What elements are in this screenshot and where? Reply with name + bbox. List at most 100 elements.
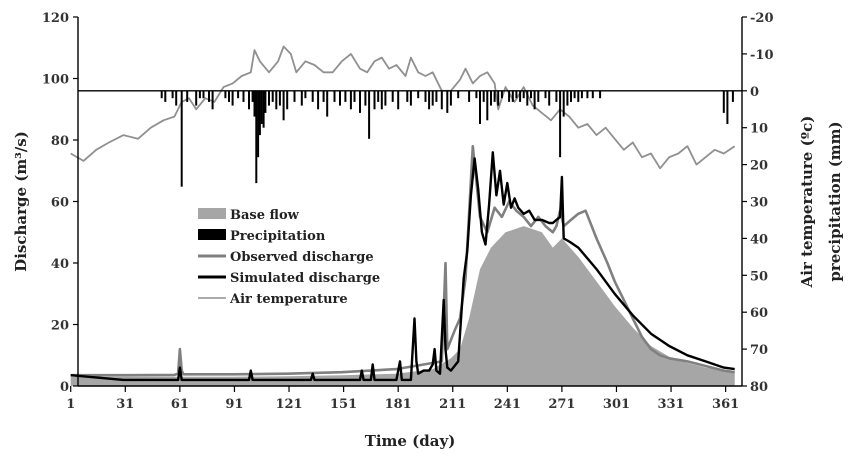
observed-discharge-line (70, 144, 735, 377)
precipitation-bar (533, 90, 536, 110)
precipitation-bar (260, 90, 263, 124)
base-flow-area (70, 226, 735, 386)
legend-label-precipitation: Precipitation (230, 229, 326, 244)
precipitation-bar (339, 90, 341, 106)
simulated-discharge-layer (70, 151, 735, 382)
precipitation-bar (409, 90, 412, 106)
precipitation-bar (548, 90, 551, 106)
precipitation-bar (237, 90, 240, 99)
axes-layer: 1 31 61 91 121 151 181 211 241 271 301 331 361 0 20 40 6… (42, 11, 774, 412)
precipitation-bar (591, 90, 594, 99)
precipitation-bar (317, 90, 320, 110)
y-tick-label: 20 (51, 319, 69, 334)
precipitation-bar (722, 90, 725, 113)
precipitation-bar (537, 90, 540, 102)
precipitation-bar (251, 90, 254, 102)
precipitation-bar (353, 90, 356, 102)
precipitation-bar (493, 90, 496, 102)
y2-tick-label: -10 (750, 48, 774, 63)
precipitation-bar (440, 90, 443, 110)
y2-axis-title-temperature: Air temperature (ºc) (798, 116, 816, 289)
y-tick-label: 120 (42, 11, 69, 26)
legend-label-base-flow: Base flow (230, 208, 300, 223)
precipitation-bar (278, 90, 281, 106)
precipitation-bar (175, 90, 178, 106)
precipitation-bar (349, 90, 352, 110)
precipitation-bar (515, 90, 518, 99)
precipitation-bar (468, 90, 471, 102)
precipitation-bar (160, 90, 163, 99)
x-tick-label: 271 (548, 397, 575, 412)
precipitation-bar (242, 90, 245, 102)
x-tick-label: 31 (116, 397, 134, 412)
precipitation-bar (428, 90, 431, 110)
precipitation-bar (286, 90, 289, 110)
y-tick-label: 60 (51, 196, 69, 211)
precipitation-bar (326, 90, 329, 117)
precipitation-bar (406, 90, 409, 102)
precipitation-bar (304, 90, 307, 99)
precipitation-bar (457, 90, 460, 99)
y-axis-title: Discharge (m³/s) (12, 131, 30, 272)
precipitation-bar (500, 90, 503, 99)
precipitation-bar (435, 90, 438, 102)
air-temperature-line (70, 45, 736, 170)
precipitation-bar (580, 90, 583, 99)
precipitation-bar (559, 90, 562, 158)
legend-label-simulated-discharge: Simulated discharge (230, 271, 380, 286)
precipitation-bar (202, 90, 205, 99)
precipitation-bar (268, 90, 270, 106)
precipitation-bar (373, 90, 376, 110)
x-tick-label: 91 (225, 397, 243, 412)
x-tick-label: 121 (275, 397, 302, 412)
precipitation-bar (424, 90, 427, 102)
precipitation-bar (526, 90, 529, 106)
precipitation-bar (731, 90, 734, 102)
precipitation-bar (508, 90, 511, 102)
y-tick-label: 80 (51, 134, 69, 149)
precipitation-bar (519, 90, 522, 102)
precipitation-bar (475, 90, 478, 99)
precipitation-bar (344, 90, 347, 102)
precipitation-bar (248, 90, 250, 110)
y2-tick-label: -20 (750, 11, 774, 26)
precipitation-bar (446, 90, 449, 113)
precipitation-bar (431, 90, 434, 106)
precipitation-bar (497, 90, 500, 106)
precipitation-bar (562, 90, 565, 117)
precipitation-bar (255, 90, 258, 184)
precipitation-bar (180, 90, 183, 187)
precipitation-bar (486, 90, 489, 121)
legend-swatch-base-flow (198, 208, 226, 219)
precipitation-bar (599, 90, 602, 99)
legend: Base flow Precipitation Observed discharge… (198, 208, 380, 307)
precipitation-bar (364, 90, 367, 106)
legend-label-observed-discharge: Observed discharge (230, 250, 374, 265)
precipitation-bar (570, 90, 572, 102)
precipitation-bar (482, 90, 485, 102)
precipitation-bar (208, 90, 210, 102)
y2-tick-label: 20 (750, 159, 768, 174)
precipitation-bar (380, 90, 383, 110)
precipitation-bar (322, 90, 325, 102)
x-tick-label: 241 (494, 397, 521, 412)
legend-swatch-precipitation (198, 229, 226, 240)
precipitation-bar (228, 90, 230, 102)
precipitation-bar (282, 90, 285, 121)
x-axis-title: Time (day) (365, 432, 456, 450)
y2-tick-label: 10 (750, 122, 768, 137)
precipitation-bar (264, 90, 267, 113)
precipitation-bar (211, 90, 214, 110)
y2-axis-title-precipitation: precipitation (mm) (826, 121, 844, 281)
precipitation-bar (333, 90, 336, 102)
y2-tick-label: 60 (750, 306, 768, 321)
x-tick-label: 151 (330, 397, 357, 412)
x-tick-label: 211 (439, 397, 466, 412)
x-tick-label: 331 (657, 397, 684, 412)
precipitation-bar (231, 90, 234, 106)
precipitation-bar (271, 90, 274, 102)
precipitation-bar (224, 90, 227, 99)
precipitation-bar (449, 90, 452, 106)
